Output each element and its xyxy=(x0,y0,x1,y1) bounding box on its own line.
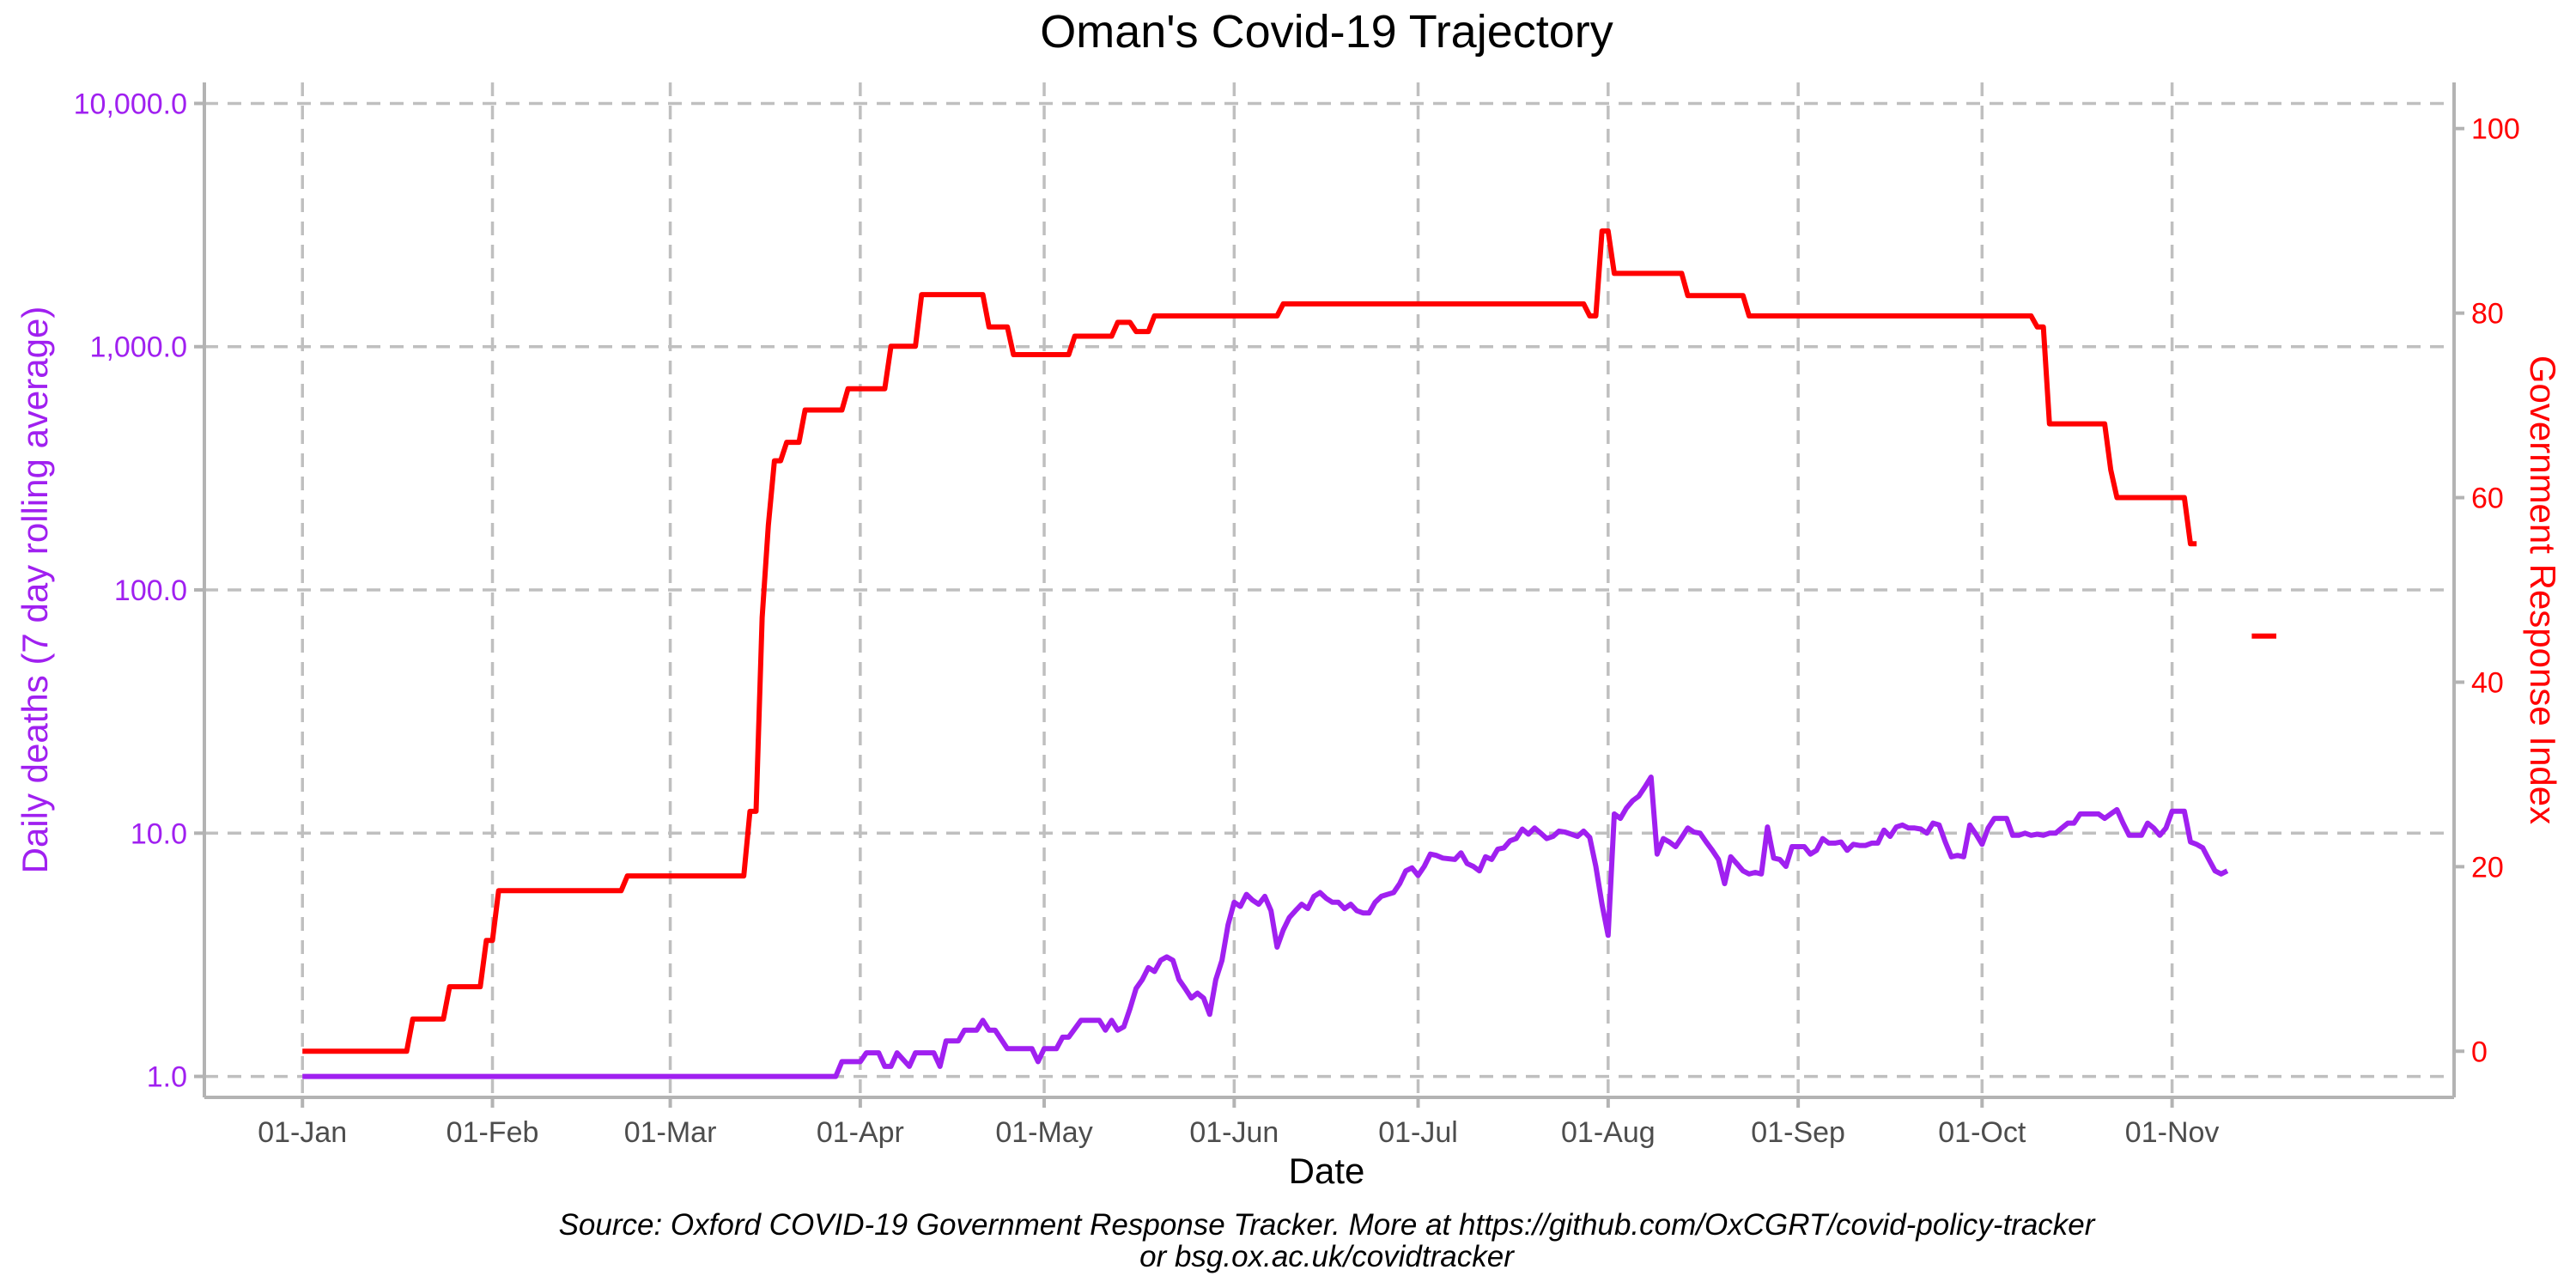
left-tick-label-1-000-0: 1,000.0 xyxy=(90,331,187,364)
x-tick-label-01-may: 01-May xyxy=(995,1116,1092,1149)
right-tick-label-80: 80 xyxy=(2471,298,2504,331)
x-tick-label-01-nov: 01-Nov xyxy=(2125,1116,2220,1149)
x-tick-label-01-mar: 01-Mar xyxy=(624,1116,717,1149)
right-tick-label-60: 60 xyxy=(2471,483,2504,515)
right-tick-label-40: 40 xyxy=(2471,666,2504,699)
x-tick-label-01-jul: 01-Jul xyxy=(1378,1116,1458,1149)
axes xyxy=(194,82,2464,1108)
right-tick-label-20: 20 xyxy=(2471,851,2504,884)
x-tick-label-01-feb: 01-Feb xyxy=(447,1116,539,1149)
x-axis-title: Date xyxy=(1289,1151,1365,1191)
right-tick-label-100: 100 xyxy=(2471,113,2520,146)
left-tick-label-100-0: 100.0 xyxy=(114,574,187,607)
source-caption-line1: Source: Oxford COVID-19 Government Respo… xyxy=(559,1208,2096,1242)
x-tick-label-01-aug: 01-Aug xyxy=(1561,1116,1656,1149)
x-tick-label-01-apr: 01-Apr xyxy=(817,1116,904,1149)
x-tick-label-01-jun: 01-Jun xyxy=(1189,1116,1279,1149)
right-axis-title: Government Response Index xyxy=(2523,355,2563,824)
tick-labels: 1.0 10.0 100.0 1,000.0 10,000.0 0 20 40 60 80 100 0… xyxy=(74,88,2520,1149)
left-tick-label-10-000-0: 10,000.0 xyxy=(74,88,187,120)
left-axis-title: Daily deaths (7 day rolling average) xyxy=(15,307,55,874)
deaths-line xyxy=(302,775,2229,1079)
source-caption-line2: or bsg.ox.ac.uk/covidtracker xyxy=(1139,1240,1515,1273)
response-index-line-segment-1 xyxy=(302,228,2197,1054)
chart-title: Oman's Covid-19 Trajectory xyxy=(1040,6,1613,58)
right-tick-label-0: 0 xyxy=(2471,1036,2488,1068)
left-tick-label-10-0: 10.0 xyxy=(131,817,187,850)
series-layer xyxy=(302,228,2276,1079)
x-tick-label-01-jan: 01-Jan xyxy=(258,1116,347,1149)
left-tick-label-1-0: 1.0 xyxy=(147,1061,187,1094)
x-tick-label-01-sep: 01-Sep xyxy=(1751,1116,1845,1149)
x-tick-label-01-oct: 01-Oct xyxy=(1938,1116,2026,1149)
